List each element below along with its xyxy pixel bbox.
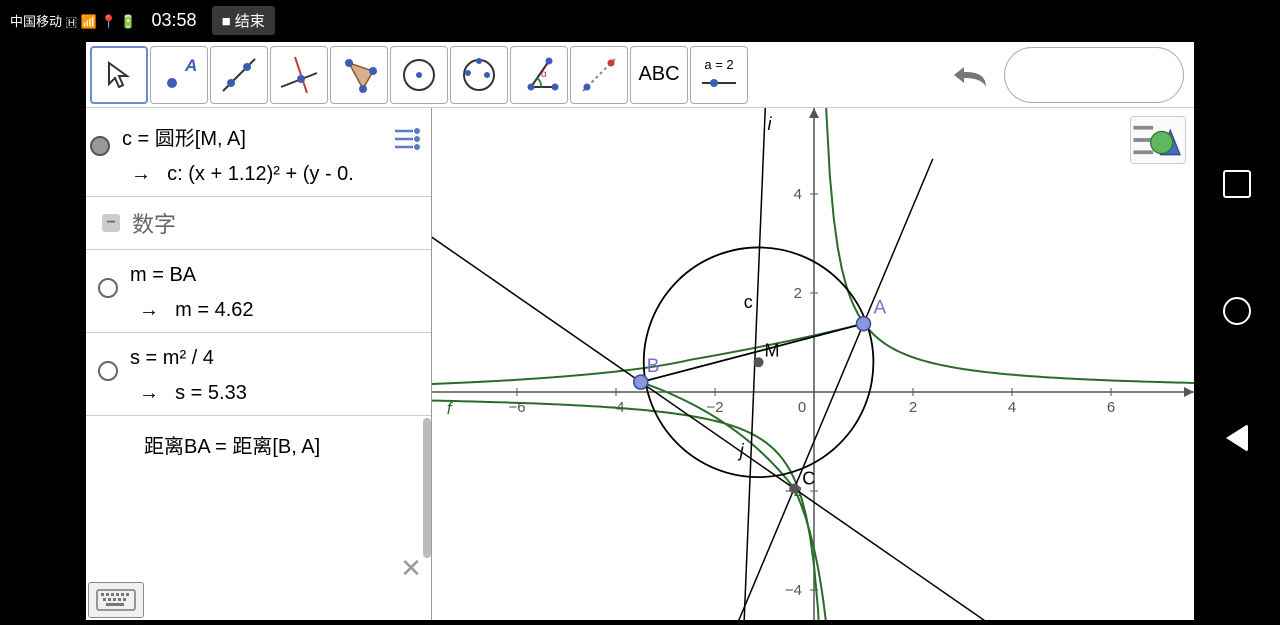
algebra-row-s[interactable]: s = m² / 4 → s = 5.33: [86, 333, 431, 416]
keyboard-button[interactable]: [88, 582, 144, 618]
algebra-row-c[interactable]: c = 圆形[M, A] → c: (x + 1.12)² + (y - 0.: [86, 108, 431, 197]
row-settings-icon[interactable]: [391, 126, 423, 157]
svg-text:2: 2: [909, 399, 917, 416]
svg-text:A: A: [184, 56, 197, 75]
tool-polygon[interactable]: [330, 46, 388, 104]
visibility-toggle-c[interactable]: [90, 136, 110, 156]
def-c: c = 圆形[M, A]: [122, 122, 391, 151]
redo-button[interactable]: [1004, 47, 1184, 103]
undo-button[interactable]: [942, 55, 1002, 95]
tool-text[interactable]: ABC: [630, 46, 688, 104]
graphics-view[interactable]: −6−4−20246−4−224fcijABMC: [432, 108, 1194, 620]
nav-home[interactable]: [1223, 297, 1251, 325]
def-m: m = BA: [130, 264, 423, 287]
algebra-scrollbar[interactable]: [423, 418, 431, 558]
graphics-settings-button[interactable]: [1130, 116, 1186, 164]
svg-text:M: M: [765, 340, 780, 360]
status-time: 03:58: [152, 10, 197, 31]
nav-recents[interactable]: [1223, 170, 1251, 198]
algebra-section-number[interactable]: − 数字: [86, 197, 431, 250]
close-input-icon[interactable]: ✕: [397, 554, 425, 582]
def-s: s = m² / 4: [130, 347, 423, 370]
val-m: m = 4.62: [175, 299, 253, 321]
collapse-icon[interactable]: −: [102, 214, 120, 232]
algebra-row-m[interactable]: m = BA → m = 4.62: [86, 250, 431, 333]
val-c: c: (x + 1.12)² + (y - 0.: [167, 163, 354, 185]
arrow-icon: →: [134, 299, 164, 322]
arrow-icon: →: [126, 163, 156, 186]
section-label: 数字: [132, 207, 176, 239]
android-nav-rail: [1194, 0, 1280, 622]
svg-text:c: c: [744, 292, 753, 312]
coordinate-plane[interactable]: −6−4−20246−4−224fcijABMC: [432, 108, 1194, 620]
tool-slider[interactable]: a = 2: [690, 46, 748, 104]
visibility-toggle-s[interactable]: [98, 361, 118, 381]
screen-record-end-button[interactable]: ■ 结束: [212, 6, 275, 35]
svg-text:α: α: [541, 69, 547, 80]
svg-text:4: 4: [794, 186, 802, 203]
def-dist: 距离BA = 距离[B, A]: [144, 430, 423, 459]
visibility-toggle-m[interactable]: [98, 278, 118, 298]
tool-point[interactable]: A: [150, 46, 208, 104]
svg-text:2: 2: [794, 285, 802, 302]
tool-angle[interactable]: α: [510, 46, 568, 104]
svg-text:4: 4: [1008, 399, 1016, 416]
svg-text:−4: −4: [785, 582, 802, 599]
tool-move[interactable]: [90, 46, 148, 104]
svg-text:0: 0: [798, 399, 806, 416]
svg-text:6: 6: [1107, 399, 1115, 416]
svg-text:i: i: [768, 114, 773, 134]
svg-text:C: C: [802, 469, 815, 489]
svg-text:−6: −6: [508, 399, 525, 416]
tool-circle-3pt[interactable]: [450, 46, 508, 104]
val-s: s = 5.33: [175, 382, 247, 404]
algebra-panel: c = 圆形[M, A] → c: (x + 1.12)² + (y - 0. …: [86, 108, 432, 620]
svg-text:A: A: [874, 298, 887, 319]
toolbar: A α ABC a = 2: [86, 42, 1194, 108]
nav-back[interactable]: [1226, 424, 1248, 452]
geogebra-app: A α ABC a = 2: [86, 42, 1194, 620]
tool-perpendicular[interactable]: [270, 46, 328, 104]
tool-circle-center[interactable]: [390, 46, 448, 104]
android-status-bar: 中国移动 🇭 📶 📍 🔋 03:58 ■ 结束: [0, 0, 1280, 40]
algebra-row-dist[interactable]: 距离BA = 距离[B, A]: [86, 416, 431, 476]
arrow-icon: →: [134, 382, 164, 405]
svg-text:a = 2: a = 2: [704, 57, 733, 72]
tool-measure[interactable]: [570, 46, 628, 104]
svg-text:B: B: [647, 356, 660, 377]
tool-line[interactable]: [210, 46, 268, 104]
status-carrier: 中国移动 🇭 📶 📍 🔋: [10, 11, 137, 30]
